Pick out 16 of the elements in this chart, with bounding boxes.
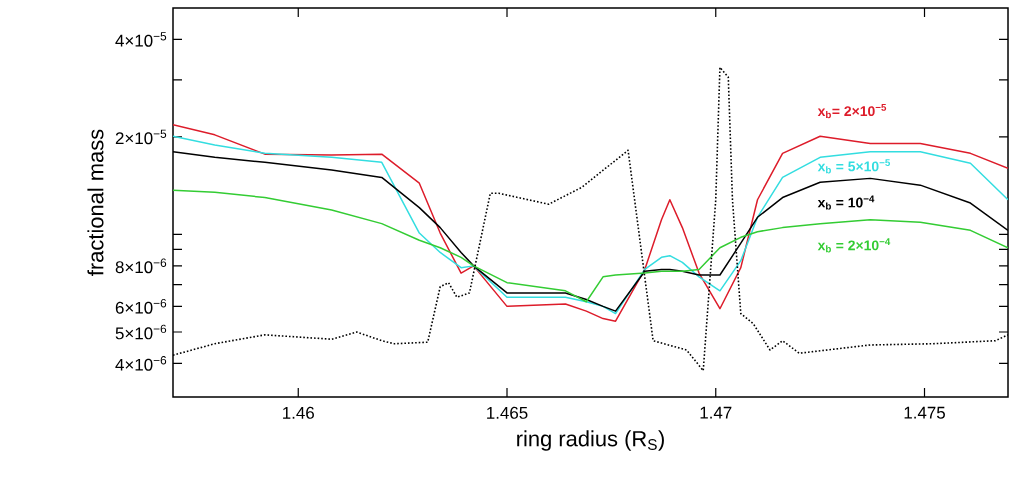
x-tick-label: 1.475 (904, 406, 945, 419)
y-tick-label: 4×10$^{−5}$ (115, 32, 167, 47)
series-label: x$_{b}$= 2×10$^{−5}$ (817, 104, 887, 119)
series-label: x$_{b}$ = 2×10$^{−4}$ (817, 238, 891, 253)
y-tick-label: 8×10$^{−6}$ (115, 258, 167, 274)
y-tick-label: 4×10$^{−6}$ (115, 356, 167, 371)
x-axis-title: ring radius (R$_{S}$) (517, 430, 664, 451)
y-axis-title: fractional mass (87, 129, 104, 276)
y-tick-label: 2×10$^{−5}$ (115, 129, 167, 145)
y-tick-label: 6×10$^{−6}$ (115, 299, 167, 314)
series-label: x$_{b}$ = 5×10$^{−5}$ (817, 159, 891, 174)
x-tick-label: 1.46 (283, 406, 314, 419)
series-label: x$_{b}$ = 10$^{−4}$ (817, 195, 875, 210)
x-tick-label: 1.47 (700, 406, 732, 419)
y-tick-label: 5×10$^{−6}$ (115, 324, 167, 340)
x-tick-label: 1.465 (487, 406, 528, 419)
